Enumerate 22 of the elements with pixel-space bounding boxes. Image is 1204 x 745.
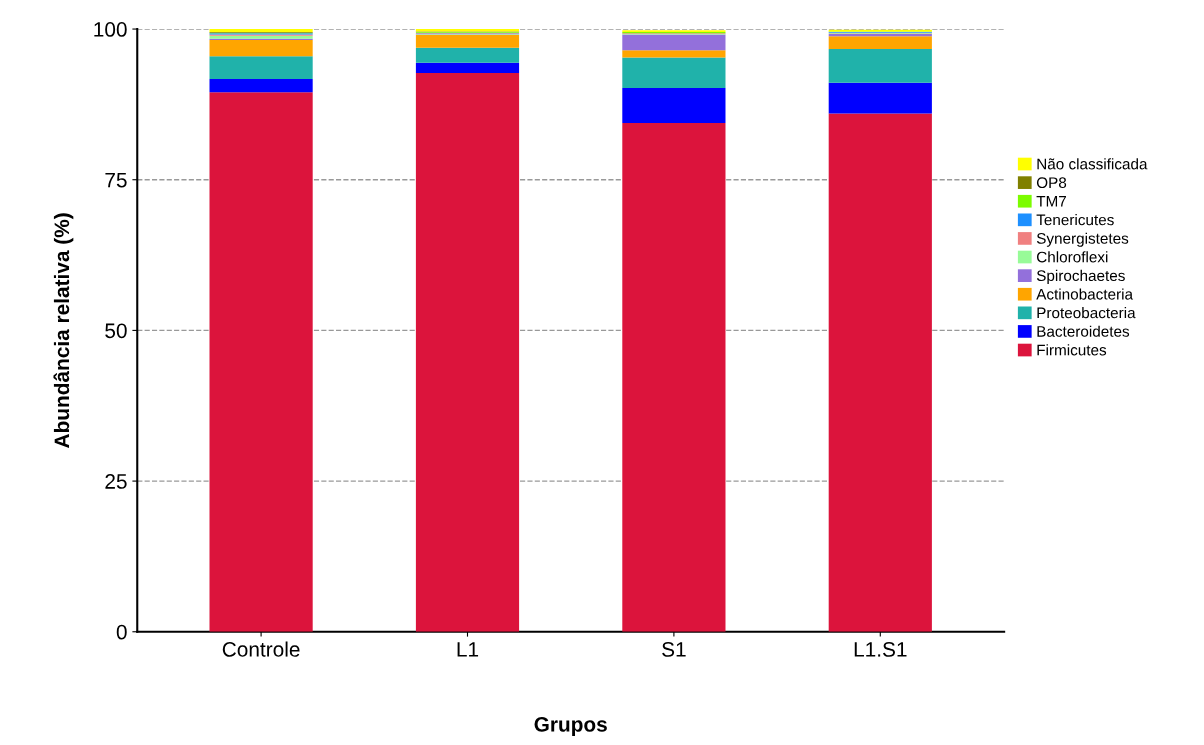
legend-label: Não classificada (1037, 158, 1148, 170)
legend-label: Actinobacteria (1036, 288, 1134, 300)
x-tick-label: L1 (457, 642, 479, 657)
legend-label: OP8 (1036, 177, 1067, 189)
x-tick-label: L1.S1 (854, 642, 907, 657)
legend-label: Proteobacteria (1037, 307, 1136, 319)
y-tick-label: 0 (116, 624, 127, 640)
legend-label: TM7 (1036, 195, 1067, 207)
y-tick-label: 75 (105, 172, 127, 188)
x-axis-title: Grupos (534, 717, 607, 736)
legend-label: Spirochaetes (1036, 269, 1125, 285)
legend-label: Chloroflexi (1037, 251, 1108, 263)
y-tick-label: 25 (105, 474, 127, 489)
legend-label: Firmicutes (1037, 344, 1107, 356)
y-tick-label: 50 (105, 323, 127, 339)
legend-label: Synergistetes (1036, 232, 1129, 247)
legend-label: Bacteroidetes (1037, 325, 1130, 337)
x-tick-label: S1 (662, 642, 686, 657)
y-axis-title: Abundância relativa (%) (53, 213, 74, 448)
x-tick-label: Controle (222, 641, 300, 657)
legend-label: Tenericutes (1036, 214, 1114, 226)
y-tick-label: 100 (94, 22, 127, 37)
